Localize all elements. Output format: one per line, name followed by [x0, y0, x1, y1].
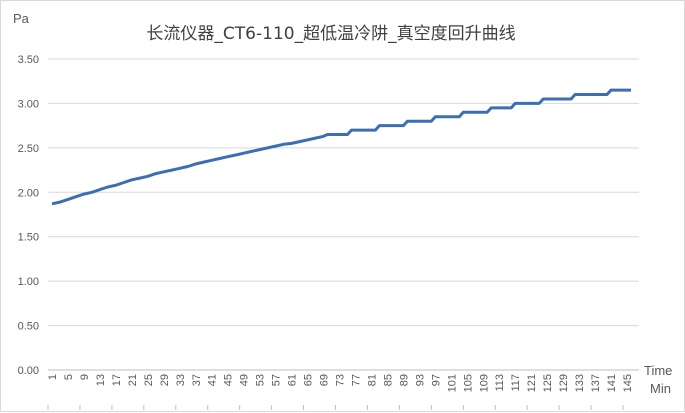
- y-tick-label: 2.50: [18, 143, 39, 155]
- x-tick-label: 105: [462, 374, 474, 392]
- chart-title: 长流仪器_CT6-110_超低温冷阱_真空度回升曲线: [146, 24, 515, 44]
- y-tick-label: 1.00: [18, 276, 39, 288]
- y-tick-label: 0.50: [18, 321, 39, 333]
- x-tick-label: 145: [622, 374, 634, 392]
- x-tick-label: 9: [79, 374, 91, 380]
- y-tick-labels: 0.00 0.50 1.00 1.50 2.00 2.50 3.00 3.50: [18, 54, 39, 377]
- x-tick-label: 1: [47, 374, 59, 380]
- x-tick-label: 73: [335, 374, 347, 386]
- y-axis-label: Pa: [13, 11, 30, 26]
- x-tick-label: 45: [223, 374, 235, 386]
- x-tick-label: 25: [143, 374, 155, 386]
- x-tick-label: 125: [542, 374, 554, 392]
- x-tick-label: 53: [255, 374, 267, 386]
- series-layer: [51, 88, 631, 206]
- y-tick-label: 3.50: [18, 54, 39, 66]
- x-tick-label: 93: [414, 374, 426, 386]
- x-tick-label: 33: [175, 374, 187, 386]
- x-tick-label: 117: [510, 374, 522, 392]
- x-tick-label: 49: [239, 374, 251, 386]
- x-tick-label: 57: [271, 374, 283, 386]
- x-tick-label: 129: [558, 374, 570, 392]
- x-tick-labels: 1 5 9 13 17 21 25 29 33 37 41 45 49 53 57 61 65 69 73 77 81 8…: [47, 374, 634, 410]
- x-tick-label: 65: [303, 374, 315, 386]
- x-tick-label: 69: [319, 374, 331, 386]
- x-tick-label: 113: [494, 374, 506, 392]
- series-line: [51, 88, 631, 206]
- x-axis-label-min: Min: [650, 381, 671, 396]
- x-tick-label: 13: [95, 374, 107, 386]
- x-tick-label: 121: [526, 374, 538, 392]
- gridlines: [48, 58, 639, 327]
- x-tick-label: 85: [382, 374, 394, 386]
- y-tick-label: 2.00: [18, 187, 39, 199]
- x-tick-label: 37: [191, 374, 203, 386]
- x-tick-label: 141: [606, 374, 618, 392]
- x-axis-label-time: Time: [644, 363, 672, 378]
- x-tick-label: 17: [111, 374, 123, 386]
- x-tick-label: 29: [159, 374, 171, 386]
- x-tick-label: 133: [574, 374, 586, 392]
- x-tick-label: 137: [590, 374, 602, 392]
- x-tick-label: 89: [398, 374, 410, 386]
- x-tick-label: 5: [63, 374, 75, 380]
- x-tick-label: 41: [207, 374, 219, 386]
- y-tick-label: 1.50: [18, 232, 39, 244]
- x-tick-label: 97: [430, 374, 442, 386]
- x-tick-label: 81: [366, 374, 378, 386]
- x-tick-label: 109: [478, 374, 490, 392]
- x-tick-label: 61: [287, 374, 299, 386]
- y-tick-label: 0.00: [18, 365, 39, 377]
- y-tick-label: 3.00: [18, 98, 39, 110]
- x-tick-label: 77: [350, 374, 362, 386]
- x-tick-label: 101: [446, 374, 458, 392]
- x-tick-label: 21: [127, 374, 139, 386]
